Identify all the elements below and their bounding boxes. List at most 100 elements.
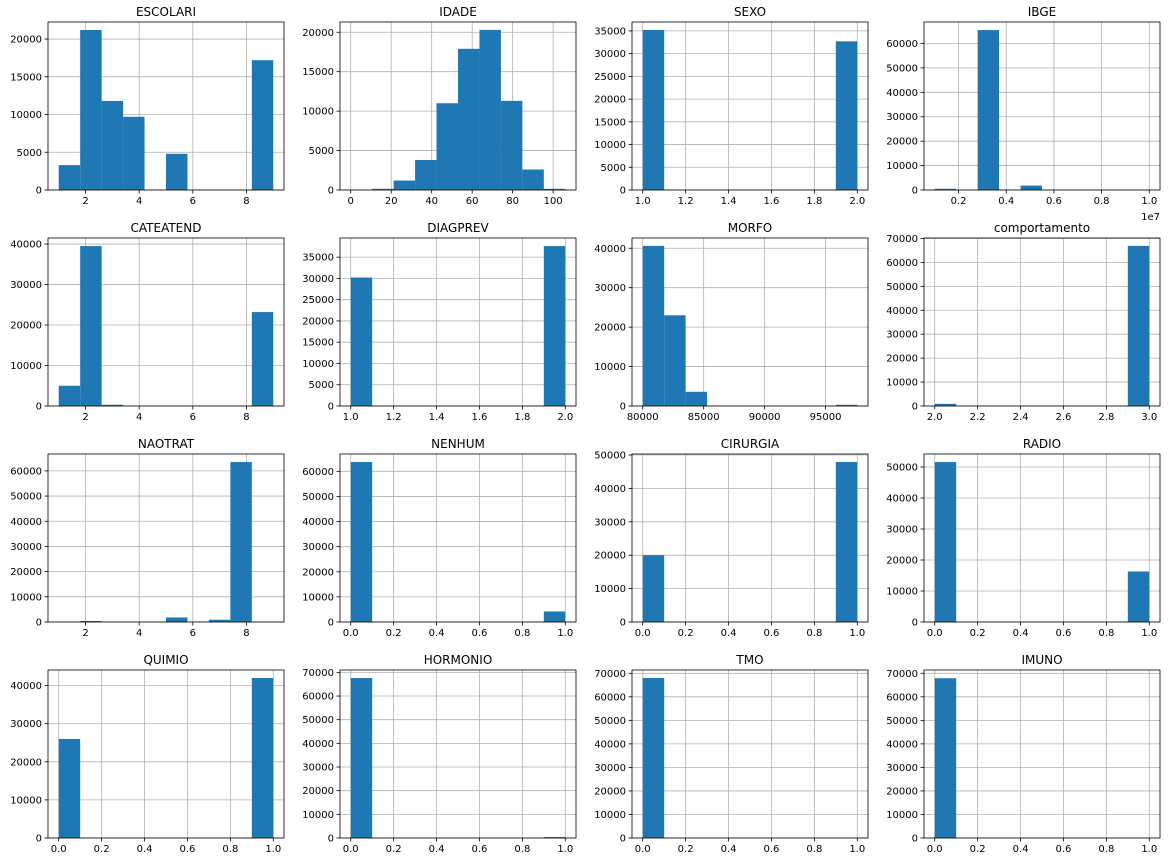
y-tick-label: 0 xyxy=(328,834,334,845)
x-tick-label: 2 xyxy=(82,196,88,207)
bar xyxy=(372,188,394,190)
y-tick-label: 10000 xyxy=(594,584,626,595)
bar xyxy=(230,462,252,622)
x-tick-label: 0.8 xyxy=(1094,196,1110,207)
x-tick-label: 1.0 xyxy=(849,844,865,855)
x-tick-label: 0.6 xyxy=(180,844,196,855)
y-tick-label: 0 xyxy=(620,186,626,197)
axes-frame xyxy=(923,237,1161,407)
x-tick-label: 1.4 xyxy=(721,196,737,207)
x-tick-label: 3.0 xyxy=(1141,412,1157,423)
x-tick-label: 6 xyxy=(190,628,196,639)
subplot: 2 4 6 8 0 10000 20000 30000 40000 50000 60000 NAOTR… xyxy=(10,437,285,639)
x-tick-label: 4 xyxy=(136,412,142,423)
bar xyxy=(642,678,665,838)
y-tick-label: 20000 xyxy=(886,137,918,148)
y-tick-label: 15000 xyxy=(594,117,626,128)
bar xyxy=(251,60,274,191)
subplot: 0.0 0.2 0.4 0.6 0.8 1.0 0 10000 20000 30000 40000 5… xyxy=(594,653,869,855)
subplot: 2.0 2.2 2.4 2.6 2.8 3.0 0 10000 20000 30000 40000 5… xyxy=(886,221,1161,423)
y-tick-label: 20000 xyxy=(10,321,42,332)
x-tick-label: 8 xyxy=(243,412,249,423)
bar xyxy=(522,169,544,190)
x-tick-label: 6 xyxy=(190,196,196,207)
y-tick-label: 50000 xyxy=(594,716,626,727)
y-tick-label: 30000 xyxy=(886,525,918,536)
y-tick-label: 60000 xyxy=(886,258,918,269)
subplot: 80000 85000 90000 95000 0 10000 20000 30000 4000… xyxy=(594,221,869,423)
axes-frame xyxy=(47,669,285,839)
y-tick-label: 20000 xyxy=(10,757,42,768)
x-tick-label: 1.0 xyxy=(1141,844,1157,855)
y-tick-label: 20000 xyxy=(10,567,42,578)
y-tick-label: 30000 xyxy=(302,542,334,553)
y-tick-label: 15000 xyxy=(302,67,334,78)
y-tick-label: 20000 xyxy=(594,551,626,562)
y-tick-label: 0 xyxy=(912,402,918,413)
y-tick-label: 10000 xyxy=(302,359,334,370)
x-tick-label: 0.8 xyxy=(514,628,530,639)
bar xyxy=(458,48,480,191)
y-tick-label: 40000 xyxy=(886,88,918,99)
x-tick-label: 1.0 xyxy=(343,412,359,423)
chart-title: IMUNO xyxy=(1021,653,1062,667)
bar xyxy=(101,404,124,406)
x-tick-label: 2.4 xyxy=(1013,412,1029,423)
y-tick-label: 10000 xyxy=(302,810,334,821)
chart-title: MORFO xyxy=(728,221,772,235)
bar xyxy=(543,188,566,190)
y-tick-label: 50000 xyxy=(886,463,918,474)
x-tick-label: 1.0 xyxy=(265,844,281,855)
bar xyxy=(934,403,957,406)
chart-title: CIRURGIA xyxy=(721,437,780,451)
x-tick-label: 2.0 xyxy=(557,412,573,423)
axes-frame xyxy=(631,21,869,191)
y-tick-label: 10000 xyxy=(302,592,334,603)
y-tick-label: 15000 xyxy=(10,72,42,83)
y-tick-label: 70000 xyxy=(594,669,626,680)
bar xyxy=(543,837,566,838)
y-tick-label: 0 xyxy=(328,618,334,629)
x-tick-label: 1.0 xyxy=(635,196,651,207)
y-tick-label: 30000 xyxy=(594,517,626,528)
y-tick-label: 50000 xyxy=(886,63,918,74)
y-tick-label: 60000 xyxy=(302,692,334,703)
bar xyxy=(166,617,188,622)
x-tick-label: 0.6 xyxy=(1056,628,1072,639)
x-tick-label: 1.2 xyxy=(386,412,402,423)
bar xyxy=(58,385,81,406)
bar xyxy=(350,277,373,406)
x-tick-label: 2.2 xyxy=(970,412,986,423)
y-tick-label: 40000 xyxy=(302,739,334,750)
y-tick-label: 60000 xyxy=(886,39,918,50)
y-tick-label: 30000 xyxy=(302,763,334,774)
y-tick-label: 0 xyxy=(912,186,918,197)
x-tick-label: 40 xyxy=(425,196,438,207)
y-tick-label: 20000 xyxy=(302,316,334,327)
y-tick-label: 70000 xyxy=(886,234,918,245)
subplot: 1.0 1.2 1.4 1.6 1.8 2.0 0 5000 10000 15000 20000 25… xyxy=(594,5,869,207)
x-tick-label: 8 xyxy=(243,196,249,207)
x-tick-label: 1.8 xyxy=(514,412,530,423)
y-tick-label: 40000 xyxy=(886,739,918,750)
bar xyxy=(685,391,708,406)
x-tick-label: 1.6 xyxy=(764,196,780,207)
x-tick-label: 0.4 xyxy=(137,844,153,855)
bar xyxy=(251,678,274,838)
axes-frame xyxy=(339,669,577,839)
x-tick-label: 20 xyxy=(385,196,398,207)
chart-title: TMO xyxy=(735,653,763,667)
y-tick-label: 25000 xyxy=(302,295,334,306)
chart-title: SEXO xyxy=(734,5,766,19)
x-tick-label: 0.8 xyxy=(514,844,530,855)
x-tick-label: 0.8 xyxy=(806,844,822,855)
y-tick-label: 20000 xyxy=(302,567,334,578)
x-tick-label: 0.4 xyxy=(721,844,737,855)
axes-frame xyxy=(339,453,577,623)
y-tick-label: 30000 xyxy=(10,542,42,553)
bar xyxy=(415,160,437,190)
y-tick-label: 40000 xyxy=(886,494,918,505)
y-tick-label: 35000 xyxy=(302,253,334,264)
bar xyxy=(166,153,188,190)
